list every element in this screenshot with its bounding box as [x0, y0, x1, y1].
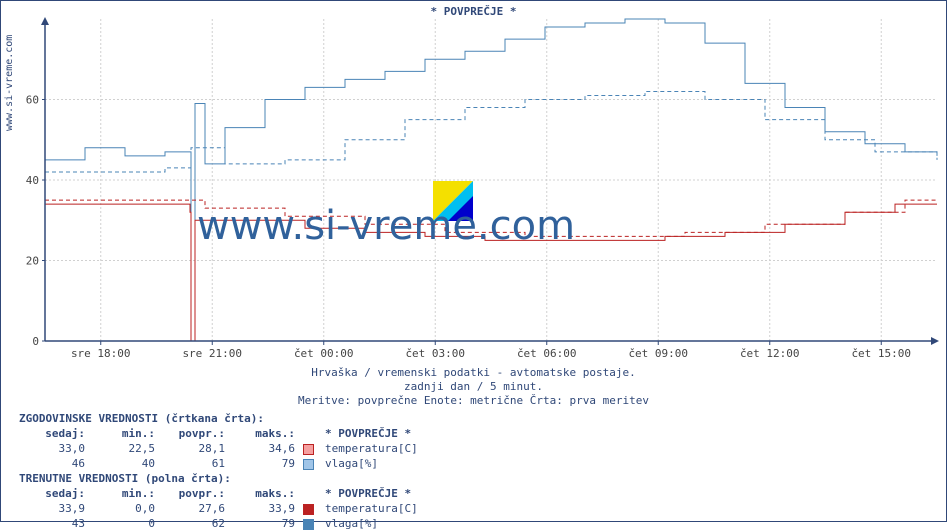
- subtitle-line: zadnji dan / 5 minut.: [1, 380, 946, 394]
- legend-curr-title: TRENUTNE VREDNOSTI (polna črta):: [19, 471, 422, 486]
- chart-frame: { "title": "* POVPREČJE *", "ylabel_left…: [0, 0, 947, 522]
- legend-value: 46: [19, 456, 89, 471]
- legend-value: 27,6: [159, 501, 229, 516]
- svg-text:čet 03:00: čet 03:00: [405, 347, 465, 360]
- svg-text:40: 40: [26, 174, 39, 187]
- legend-col-header: sedaj:: [19, 426, 89, 441]
- subtitle-line: Hrvaška / vremenski podatki - avtomatske…: [1, 366, 946, 380]
- legend-group-label: * POVPREČJE *: [321, 486, 422, 501]
- svg-text:60: 60: [26, 94, 39, 107]
- legend-col-header: sedaj:: [19, 486, 89, 501]
- legend-swatch: [303, 459, 314, 470]
- chart-title: * POVPREČJE *: [1, 5, 946, 18]
- legend-col-header: min.:: [89, 486, 159, 501]
- legend-value: 43: [19, 516, 89, 531]
- legend-value: 79: [229, 516, 299, 531]
- legend-value: 61: [159, 456, 229, 471]
- legend-col-header: maks.:: [229, 426, 299, 441]
- legend-value: 33,9: [229, 501, 299, 516]
- legend-value: 79: [229, 456, 299, 471]
- legend-block: ZGODOVINSKE VREDNOSTI (črtkana črta): se…: [19, 411, 422, 531]
- svg-text:sre 18:00: sre 18:00: [71, 347, 131, 360]
- legend-value: 34,6: [229, 441, 299, 456]
- legend-value: 33,9: [19, 501, 89, 516]
- legend-hist-title: ZGODOVINSKE VREDNOSTI (črtkana črta):: [19, 411, 422, 426]
- legend-col-header: min.:: [89, 426, 159, 441]
- legend-hist-table: sedaj:min.:povpr.:maks.: * POVPREČJE * 33,…: [19, 426, 422, 471]
- legend-swatch: [303, 519, 314, 530]
- legend-series-label: temperatura[C]: [321, 441, 422, 456]
- legend-col-header: povpr.:: [159, 426, 229, 441]
- plot-svg: 0204060sre 18:00sre 21:00čet 00:00čet 03…: [45, 19, 937, 361]
- svg-text:čet 00:00: čet 00:00: [294, 347, 354, 360]
- legend-series-label: vlaga[%]: [321, 516, 422, 531]
- svg-text:čet 09:00: čet 09:00: [628, 347, 688, 360]
- svg-text:sre 21:00: sre 21:00: [182, 347, 242, 360]
- svg-text:čet 15:00: čet 15:00: [851, 347, 911, 360]
- legend-value: 0,0: [89, 501, 159, 516]
- legend-swatch: [303, 504, 314, 515]
- legend-curr-table: sedaj:min.:povpr.:maks.: * POVPREČJE * 33,…: [19, 486, 422, 531]
- svg-text:0: 0: [32, 335, 39, 348]
- subtitle-line: Meritve: povprečne Enote: metrične Črta:…: [1, 394, 946, 408]
- svg-text:čet 12:00: čet 12:00: [740, 347, 800, 360]
- legend-group-label: * POVPREČJE *: [321, 426, 422, 441]
- legend-col-header: povpr.:: [159, 486, 229, 501]
- svg-text:čet 06:00: čet 06:00: [517, 347, 577, 360]
- plot-area: 0204060sre 18:00sre 21:00čet 00:00čet 03…: [45, 19, 937, 361]
- legend-series-label: vlaga[%]: [321, 456, 422, 471]
- svg-text:20: 20: [26, 255, 39, 268]
- legend-col-header: maks.:: [229, 486, 299, 501]
- legend-series-label: temperatura[C]: [321, 501, 422, 516]
- legend-value: 22,5: [89, 441, 159, 456]
- subtitle: Hrvaška / vremenski podatki - avtomatske…: [1, 366, 946, 408]
- legend-value: 40: [89, 456, 159, 471]
- y-axis-sitelabel: www.si-vreme.com: [4, 35, 15, 131]
- legend-value: 28,1: [159, 441, 229, 456]
- watermark-text: www.si-vreme.com: [197, 203, 575, 249]
- legend-value: 62: [159, 516, 229, 531]
- legend-swatch: [303, 444, 314, 455]
- legend-value: 0: [89, 516, 159, 531]
- legend-value: 33,0: [19, 441, 89, 456]
